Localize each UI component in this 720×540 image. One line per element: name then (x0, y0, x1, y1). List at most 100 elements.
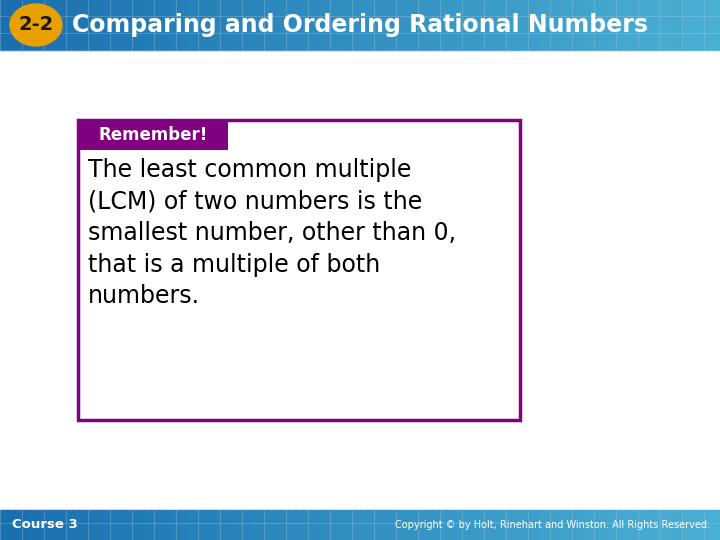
Bar (50, 510, 58, 540)
Bar (490, 0, 498, 50)
Bar (295, 510, 303, 540)
Bar (158, 0, 166, 50)
Bar (43, 510, 51, 540)
Bar (317, 510, 325, 540)
Text: Comparing and Ordering Rational Numbers: Comparing and Ordering Rational Numbers (72, 13, 648, 37)
Bar (151, 510, 159, 540)
Bar (137, 510, 145, 540)
Bar (706, 0, 714, 50)
Bar (698, 0, 706, 50)
Bar (151, 0, 159, 50)
Bar (619, 0, 627, 50)
Bar (605, 0, 613, 50)
Bar (22, 510, 30, 540)
Bar (403, 510, 411, 540)
Bar (641, 510, 649, 540)
Bar (389, 0, 397, 50)
Bar (29, 510, 37, 540)
Bar (173, 0, 181, 50)
Bar (245, 0, 253, 50)
Bar (187, 510, 195, 540)
Bar (598, 0, 606, 50)
Bar (475, 510, 483, 540)
Bar (648, 0, 656, 50)
Bar (367, 0, 375, 50)
Bar (425, 510, 433, 540)
Bar (576, 0, 584, 50)
Bar (94, 0, 102, 50)
Bar (79, 0, 87, 50)
Bar (374, 0, 382, 50)
Bar (547, 0, 555, 50)
Bar (324, 0, 332, 50)
Bar (43, 0, 51, 50)
Bar (504, 0, 512, 50)
Bar (468, 0, 476, 50)
Bar (338, 510, 346, 540)
Bar (281, 510, 289, 540)
Bar (662, 0, 670, 50)
Bar (389, 510, 397, 540)
Bar (662, 510, 670, 540)
Bar (58, 510, 66, 540)
Bar (288, 0, 296, 50)
Bar (569, 510, 577, 540)
Bar (446, 510, 454, 540)
Bar (403, 0, 411, 50)
Bar (418, 510, 426, 540)
Bar (518, 0, 526, 50)
Bar (72, 510, 80, 540)
Bar (180, 0, 188, 50)
Bar (223, 510, 231, 540)
FancyBboxPatch shape (78, 120, 228, 150)
Bar (598, 510, 606, 540)
Bar (504, 510, 512, 540)
Bar (583, 0, 591, 50)
Bar (274, 0, 282, 50)
Bar (122, 510, 130, 540)
Bar (418, 0, 426, 50)
Bar (533, 510, 541, 540)
Bar (144, 0, 152, 50)
Bar (396, 510, 404, 540)
Bar (619, 510, 627, 540)
Bar (245, 510, 253, 540)
Bar (360, 0, 368, 50)
Bar (540, 0, 548, 50)
Bar (396, 0, 404, 50)
Bar (346, 0, 354, 50)
Bar (158, 510, 166, 540)
Bar (194, 510, 202, 540)
Ellipse shape (10, 4, 62, 46)
Bar (101, 510, 109, 540)
Bar (641, 0, 649, 50)
Bar (216, 0, 224, 50)
Bar (122, 0, 130, 50)
Bar (302, 510, 310, 540)
Bar (14, 0, 22, 50)
Bar (259, 0, 267, 50)
Bar (706, 510, 714, 540)
Bar (252, 0, 260, 50)
Bar (65, 0, 73, 50)
Text: Copyright © by Holt, Rinehart and Winston. All Rights Reserved.: Copyright © by Holt, Rinehart and Winsto… (395, 520, 710, 530)
Bar (634, 510, 642, 540)
Bar (446, 0, 454, 50)
Bar (526, 510, 534, 540)
Bar (655, 0, 663, 50)
Bar (14, 510, 22, 540)
Bar (223, 0, 231, 50)
Bar (22, 0, 30, 50)
Bar (353, 0, 361, 50)
Bar (684, 0, 692, 50)
Bar (36, 510, 44, 540)
Bar (713, 510, 720, 540)
Bar (130, 510, 138, 540)
Bar (331, 510, 339, 540)
Bar (547, 510, 555, 540)
FancyBboxPatch shape (78, 120, 520, 420)
Bar (511, 0, 519, 50)
Bar (425, 0, 433, 50)
Bar (648, 510, 656, 540)
Bar (475, 0, 483, 50)
